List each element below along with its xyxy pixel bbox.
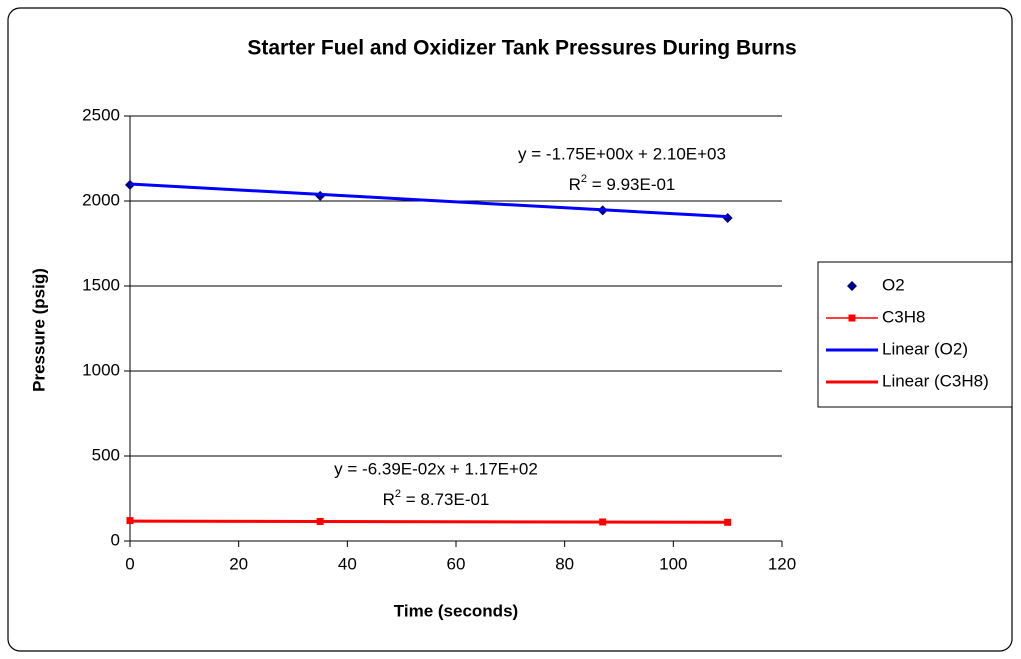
r-base: R [383, 490, 395, 509]
marker [847, 281, 857, 291]
r-squared: R2 = 8.73E-01 [383, 488, 490, 510]
r-squared: R2 = 9.93E-01 [569, 173, 676, 195]
legend-label: O2 [882, 275, 905, 294]
r-sup: 2 [581, 173, 587, 185]
x-tick-label: 100 [659, 554, 687, 573]
marker [848, 314, 856, 322]
trend-equation: y = -1.75E+00x + 2.10E+03 [518, 144, 726, 163]
y-tick-label: 1000 [82, 360, 120, 379]
trend-equation: y = -6.39E-02x + 1.17E+02 [334, 459, 538, 478]
x-tick-label: 0 [125, 554, 134, 573]
r-sup: 2 [395, 488, 401, 500]
y-axis-label: Pressure (psig) [29, 268, 48, 392]
x-tick-label: 80 [555, 554, 574, 573]
x-tick-label: 40 [338, 554, 357, 573]
legend-label: C3H8 [882, 307, 925, 326]
series-line [129, 182, 728, 219]
legend-label: Linear (C3H8) [882, 371, 989, 390]
x-tick-label: 60 [447, 554, 466, 573]
chart-title: Starter Fuel and Oxidizer Tank Pressures… [247, 37, 796, 60]
y-tick-label: 1500 [82, 275, 120, 294]
marker [126, 517, 134, 525]
r-base: R [569, 175, 581, 194]
y-tick-label: 2000 [82, 190, 120, 209]
x-tick-label: 20 [229, 554, 248, 573]
x-axis-label: Time (seconds) [394, 601, 518, 620]
y-tick-label: 500 [92, 445, 120, 464]
r-rest: = 9.93E-01 [587, 175, 675, 194]
legend-label: Linear (O2) [882, 339, 968, 358]
y-tick-label: 2500 [82, 105, 120, 124]
r-rest: = 8.73E-01 [401, 490, 489, 509]
series-line [129, 519, 728, 524]
x-tick-label: 120 [768, 554, 796, 573]
y-tick-label: 0 [111, 530, 120, 549]
